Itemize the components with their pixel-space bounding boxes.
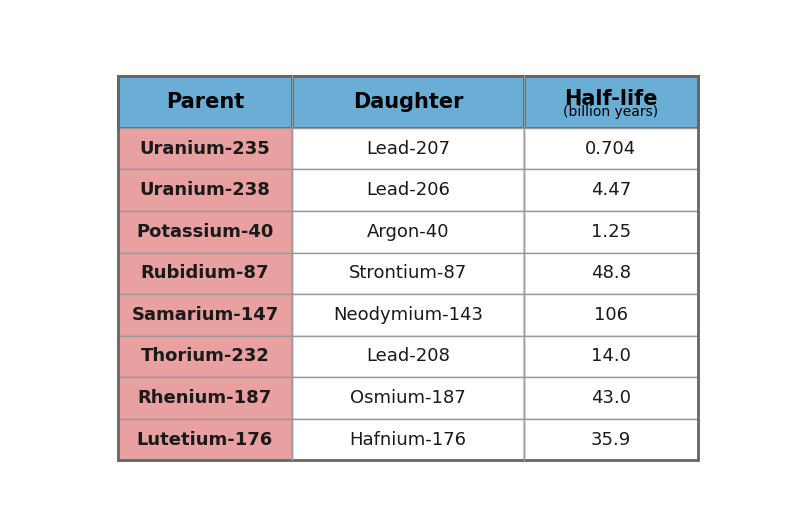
Bar: [118, 169, 292, 211]
Bar: [524, 419, 698, 460]
Text: Potassium-40: Potassium-40: [136, 223, 274, 241]
Text: Daughter: Daughter: [353, 92, 463, 112]
Text: Lead-208: Lead-208: [366, 347, 450, 365]
Text: (billion years): (billion years): [564, 105, 658, 119]
Text: Lead-207: Lead-207: [366, 140, 450, 158]
Text: Uranium-238: Uranium-238: [139, 181, 271, 199]
Bar: [118, 336, 292, 377]
Text: 0.704: 0.704: [585, 140, 637, 158]
Bar: [292, 294, 524, 336]
Text: Rhenium-187: Rhenium-187: [138, 389, 272, 407]
Text: 48.8: 48.8: [591, 264, 631, 282]
Text: 35.9: 35.9: [591, 431, 631, 449]
Bar: [118, 253, 292, 294]
Text: 1.25: 1.25: [591, 223, 631, 241]
Bar: [118, 294, 292, 336]
Bar: [118, 76, 698, 128]
Bar: [118, 76, 292, 128]
Text: Half-life: Half-life: [564, 89, 657, 109]
Bar: [118, 377, 292, 419]
Bar: [292, 128, 524, 169]
Bar: [292, 336, 524, 377]
Text: Samarium-147: Samarium-147: [131, 306, 279, 324]
Text: 106: 106: [594, 306, 628, 324]
Bar: [524, 377, 698, 419]
Text: Parent: Parent: [166, 92, 244, 112]
Bar: [292, 211, 524, 253]
Text: Argon-40: Argon-40: [367, 223, 449, 241]
Bar: [524, 336, 698, 377]
Text: 4.47: 4.47: [591, 181, 631, 199]
Bar: [524, 294, 698, 336]
Bar: [524, 128, 698, 169]
Bar: [118, 419, 292, 460]
Text: 14.0: 14.0: [591, 347, 631, 365]
Bar: [524, 169, 698, 211]
Bar: [292, 419, 524, 460]
Text: Osmium-187: Osmium-187: [350, 389, 466, 407]
Text: Hafnium-176: Hafnium-176: [349, 431, 466, 449]
Text: 43.0: 43.0: [591, 389, 631, 407]
Text: Thorium-232: Thorium-232: [141, 347, 269, 365]
Text: Rubidium-87: Rubidium-87: [141, 264, 269, 282]
Bar: [292, 253, 524, 294]
Text: Strontium-87: Strontium-87: [349, 264, 467, 282]
Bar: [524, 253, 698, 294]
Bar: [524, 76, 698, 128]
Text: Lead-206: Lead-206: [366, 181, 450, 199]
Bar: [524, 211, 698, 253]
Text: Lutetium-176: Lutetium-176: [137, 431, 273, 449]
Bar: [118, 211, 292, 253]
Bar: [118, 128, 292, 169]
Bar: [292, 377, 524, 419]
Text: Uranium-235: Uranium-235: [139, 140, 271, 158]
Bar: [292, 169, 524, 211]
Text: Neodymium-143: Neodymium-143: [333, 306, 483, 324]
Bar: [292, 76, 524, 128]
